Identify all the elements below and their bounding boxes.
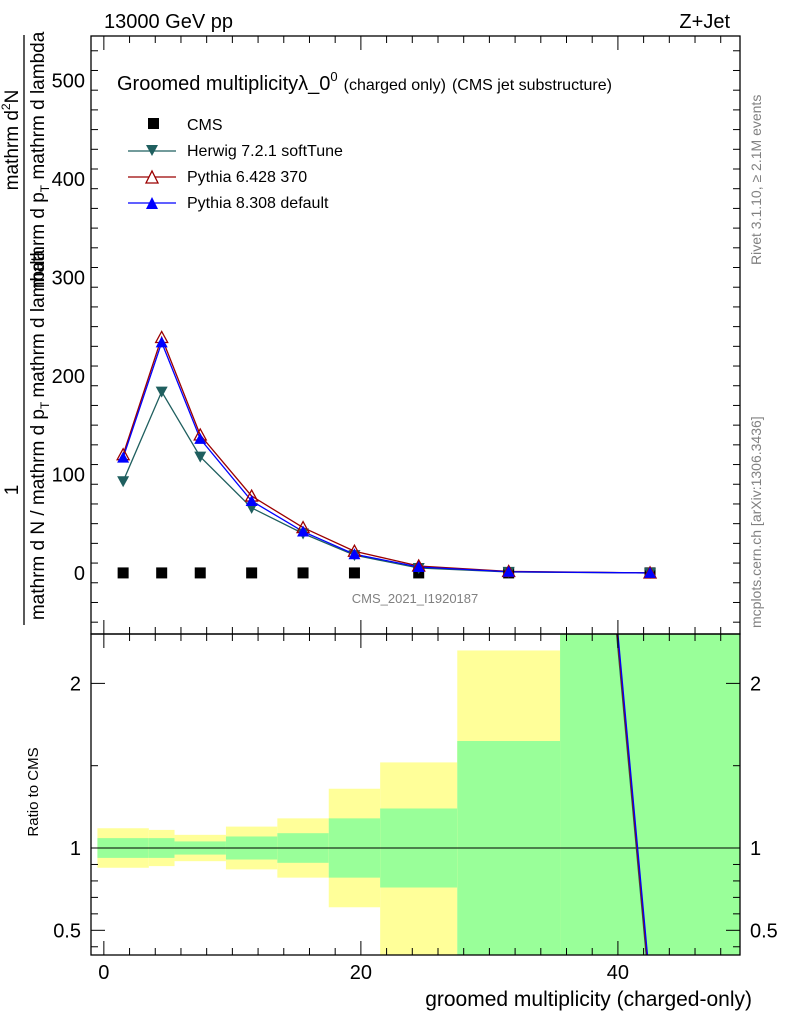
ylabel-den-sub: T [38,401,52,409]
header-right: Z+Jet [679,11,730,33]
ratio-uncertainty-bands [91,634,740,955]
main-ytick-label: 0 [74,563,85,585]
plot-title: Groomed multiplicityλ_00 (charged only) (C… [117,69,612,95]
ylabel-numerator: mathrm d2N [0,90,23,191]
plot-frames [90,35,741,956]
legend: CMS Herwig 7.2.1 softTune Pythia 6.428 3… [128,117,343,212]
cms-point-2 [194,567,206,579]
legend-entry-cms: CMS [148,117,223,134]
ylabel-right-prefix: mathrm d p [28,192,49,288]
ratio-ylabel: Ratio to CMS [25,747,42,836]
ylabel-num-text: mathrm d [2,110,23,190]
legend-label-herwig: Herwig 7.2.1 softTune [187,143,343,160]
cms-point-4 [297,567,309,579]
ratio-line-2 [617,633,649,956]
title-symbol: λ_0 [298,73,330,95]
title-sup: 0 [330,69,337,84]
main-ylabel: 1 mathrm d2N mathrm d N / mathrm d pTmat… [0,31,52,625]
cms-point-5 [348,567,360,579]
main-ytick-label: 400 [52,169,85,191]
ylabel-num-tail: N [2,90,23,104]
legend-entry-herwig: Herwig 7.2.1 softTune [128,143,343,160]
ylabel-den-text: mathrm d N / mathrm d p [28,409,49,620]
green-band-8 [560,634,740,955]
cms-point-0 [117,567,129,579]
marker-s2-4 [297,525,310,537]
xtick-label: 20 [350,962,372,984]
xtick-label: 0 [98,962,109,984]
main-ytick-label: 100 [52,464,85,486]
title-tail: (CMS jet substructure) [452,77,612,94]
ratio-ytick-label-left: 1 [70,838,81,860]
marker-s2-6 [412,561,425,573]
ylabel-num-sup: 2 [0,103,13,110]
ratio-ytick-label-right: 2 [750,673,761,695]
main-ytick-label: 500 [52,70,85,92]
xtick-label: 40 [607,962,629,984]
header-left: 13000 GeV pp [104,11,233,33]
cms-point-3 [246,567,258,579]
legend-entry-pythia8: Pythia 8.308 default [128,195,329,212]
marker-s2-0 [117,451,130,463]
marker-s2-3 [245,495,258,507]
cms-point-1 [156,567,168,579]
legend-label-pythia8: Pythia 8.308 default [187,195,329,212]
rivet-version: Rivet 3.1.10, ≥ 2.1M events [748,95,764,265]
ylabel-one: 1 [2,485,23,496]
ylabel-right-part: mathrm d pT mathrm d lambda [28,31,52,288]
marker-s2-2 [194,432,207,444]
ylabel-right-tail: mathrm d lambda [28,31,49,185]
title-small: (charged only) [344,77,446,94]
ratio-ytick-label-left: 0.5 [53,920,81,942]
marker-s0-2 [194,451,207,463]
ratio-ytick-label-left: 2 [70,673,81,695]
marker-s2-5 [348,548,361,560]
marker-s2-7 [502,565,515,577]
legend-label-pythia6: Pythia 6.428 370 [187,169,307,186]
marker-s2-1 [155,336,168,348]
axis-ticks: 0 100 200 300 400 500 0 20 40 0.5 0.5 1 1 2 2 [52,36,778,984]
marker-s0-0 [117,476,130,488]
ylabel-denominator: mathrm d N / mathrm d pTmathrm d lambda [28,249,52,620]
ratio-ytick-label-right: 0.5 [750,920,778,942]
marker-s2-8 [644,566,657,578]
analysis-label: CMS_2021_I1920187 [352,591,479,606]
main-ytick-label: 300 [52,267,85,289]
mcplots-ref: mcplots.cern.ch [arXiv:1306.3436] [748,416,764,628]
xlabel: groomed multiplicity (charged-only) [425,988,752,1011]
series-line-0 [122,390,651,574]
ratio-frame [90,633,741,956]
ylabel-right-sub: T [38,184,52,192]
main-ytick-label: 200 [52,366,85,388]
ratio-curves [615,633,649,956]
legend-label-cms: CMS [187,117,223,134]
main-markers [116,330,658,579]
ylabel-den-tail: mathrm d lambda [28,249,49,397]
marker-s0-1 [155,386,168,398]
title-main: Groomed multiplicity [117,73,298,95]
ratio-ytick-label-right: 1 [750,838,761,860]
legend-entry-pythia6: Pythia 6.428 370 [128,169,307,186]
